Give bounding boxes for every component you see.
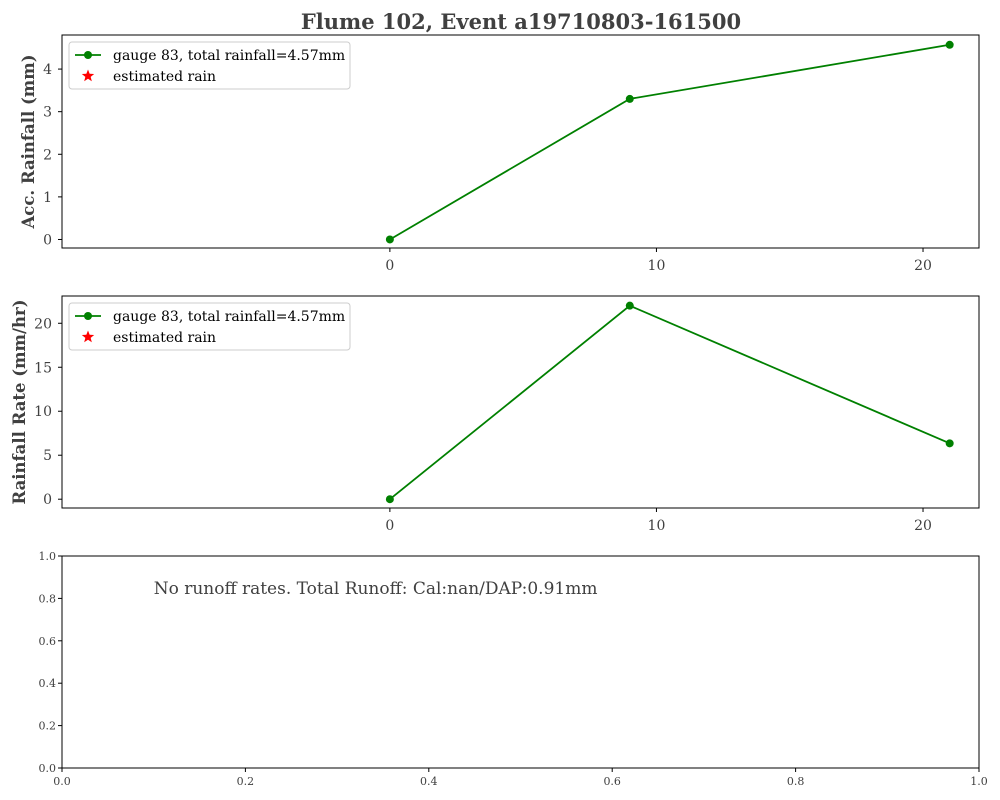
legend-label: gauge 83, total rainfall=4.57mm	[113, 48, 345, 64]
series-line	[389, 304, 951, 500]
y-tick-label: 10	[34, 404, 52, 420]
y-tick-label: 1	[43, 190, 52, 206]
y-tick-label: 0	[43, 232, 52, 248]
series-line	[389, 43, 950, 241]
data-point	[385, 235, 394, 244]
x-tick-label: 20	[914, 258, 932, 274]
y-axis-label: Acc. Rainfall (mm)	[19, 54, 38, 229]
x-tick-label: 10	[648, 518, 666, 534]
legend-label: estimated rain	[113, 330, 216, 346]
plot-frame	[61, 34, 980, 249]
rainfall-accumulation-panel: 0 10 20 0 1 2 3 4 Acc. Rainfall (mm) gauge 83, to…	[19, 34, 980, 274]
y-tick-label: 3	[43, 105, 52, 121]
data-point	[385, 495, 394, 504]
legend: gauge 83, total rainfall=4.57mm estimated…	[68, 41, 351, 90]
legend-point-swatch	[84, 51, 92, 59]
y-axis-label: Rainfall Rate (mm/hr)	[10, 299, 29, 504]
y-tick-label: 15	[34, 360, 52, 376]
y-tick-label: 0.6	[39, 635, 57, 648]
x-tick-label: 0.6	[603, 775, 621, 788]
x-tick-label: 0.4	[420, 775, 438, 788]
legend-star-swatch	[81, 330, 95, 343]
y-tick-label: 0.8	[39, 592, 57, 605]
data-point	[625, 94, 634, 103]
legend-box	[68, 41, 351, 90]
x-tick-label: 10	[648, 258, 666, 274]
legend-box	[68, 302, 351, 351]
y-tick-label: 5	[43, 448, 52, 464]
chart-title: Flume 102, Event a19710803-161500	[301, 9, 741, 34]
x-tick-label: 0.0	[53, 775, 71, 788]
y-tick-label: 4	[43, 62, 52, 78]
y-tick-label: 2	[43, 147, 52, 163]
y-tick-label: 20	[34, 316, 52, 332]
runoff-panel: 0.0 0.2 0.4 0.6 0.8 1.0 0.0 0.2 0.4 0.6 0.8 1.0 No r…	[39, 550, 988, 788]
x-tick-label: 20	[914, 518, 932, 534]
y-tick-label: 1.0	[39, 550, 57, 563]
x-tick-label: 0.2	[237, 775, 255, 788]
legend-star-swatch	[81, 69, 95, 82]
x-tick-label: 0	[385, 258, 394, 274]
y-tick-label: 0.0	[39, 762, 57, 775]
x-tick-label: 1.0	[970, 775, 988, 788]
legend-label: estimated rain	[113, 69, 216, 85]
y-tick-label: 0.2	[39, 720, 57, 733]
rainfall-rate-panel: 0 10 20 0 5 10 15 20 Rainfall Rate (mm/hr) gauge …	[10, 295, 980, 534]
plot-frame	[61, 555, 980, 769]
plot-frame	[61, 295, 980, 509]
y-tick-label: 0	[43, 492, 52, 508]
data-point	[945, 40, 954, 49]
data-point	[945, 439, 954, 448]
runoff-annotation: No runoff rates. Total Runoff: Cal:nan/D…	[154, 579, 598, 599]
y-tick-label: 0.4	[39, 677, 57, 690]
legend-point-swatch	[84, 312, 92, 320]
x-tick-label: 0.8	[787, 775, 805, 788]
data-point	[625, 301, 634, 310]
legend: gauge 83, total rainfall=4.57mm estimated…	[68, 302, 351, 351]
legend-label: gauge 83, total rainfall=4.57mm	[113, 309, 345, 325]
x-tick-label: 0	[385, 518, 394, 534]
